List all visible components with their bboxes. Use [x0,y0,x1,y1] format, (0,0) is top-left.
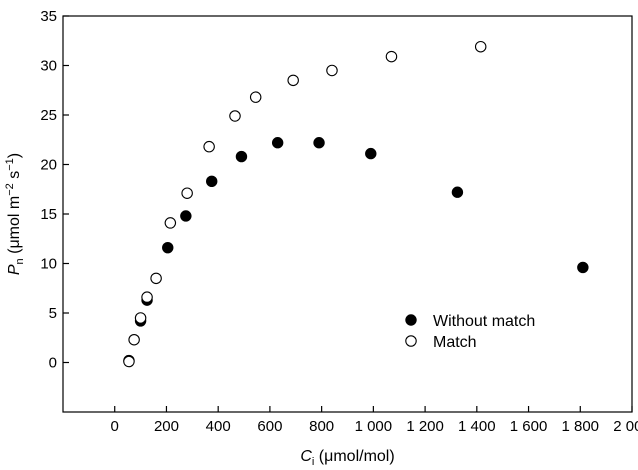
y-tick-label: 20 [40,157,57,174]
legend-label-without-match: Without match [433,313,535,330]
y-tick-label: 10 [40,256,57,273]
x-tick-label: 200 [154,418,179,435]
point-without-match [235,150,248,163]
legend-marker-without-match [405,314,417,326]
point-match [229,110,241,122]
point-match [164,217,177,229]
data-points [123,40,589,368]
x-tick-label: 1 600 [510,418,548,435]
y-tick-label: 5 [49,305,57,322]
point-match [141,291,153,303]
point-match [287,74,299,87]
point-without-match [577,261,589,274]
y-axis-label: Pn (μmol m−2 s−1) [4,153,26,275]
point-match [150,272,162,285]
x-tick-label: 0 [111,418,119,435]
point-without-match [180,210,192,222]
point-match [474,40,487,53]
x-axis: 0 200 400 600 800 1 000 1 200 1 400 1 600 1 800 2 … [111,406,638,435]
x-tick-label: 2 000 [613,418,638,435]
point-without-match [365,147,377,160]
point-without-match [313,137,325,149]
y-tick-label: 0 [49,355,57,372]
point-without-match [271,137,284,149]
point-match [249,91,262,103]
point-match [128,333,140,346]
x-tick-label: 400 [206,418,231,435]
point-match [134,312,147,324]
x-tick-label: 1 200 [406,418,444,435]
x-tick-label: 1 400 [458,418,496,435]
point-without-match [451,186,464,198]
legend: Without match Match [405,313,535,351]
point-match [203,140,215,153]
point-without-match [162,241,174,254]
legend-label-match: Match [433,334,477,351]
y-tick-label: 25 [40,107,57,124]
point-match [181,187,193,199]
x-tick-label: 600 [257,418,282,435]
point-without-match [206,175,218,188]
y-tick-label: 30 [40,58,57,75]
y-axis: 0 5 10 15 20 25 30 35 [40,8,69,372]
x-tick-label: 1 000 [355,418,393,435]
x-axis-label: Ci (μmol/mol) [300,448,394,468]
x-tick-label: 1 800 [561,418,599,435]
y-tick-label: 15 [40,206,57,223]
point-match [385,50,398,63]
legend-marker-match [405,335,417,347]
point-match [326,64,338,77]
point-match [123,355,135,368]
x-tick-label: 800 [309,418,334,435]
y-tick-label: 35 [40,8,57,25]
